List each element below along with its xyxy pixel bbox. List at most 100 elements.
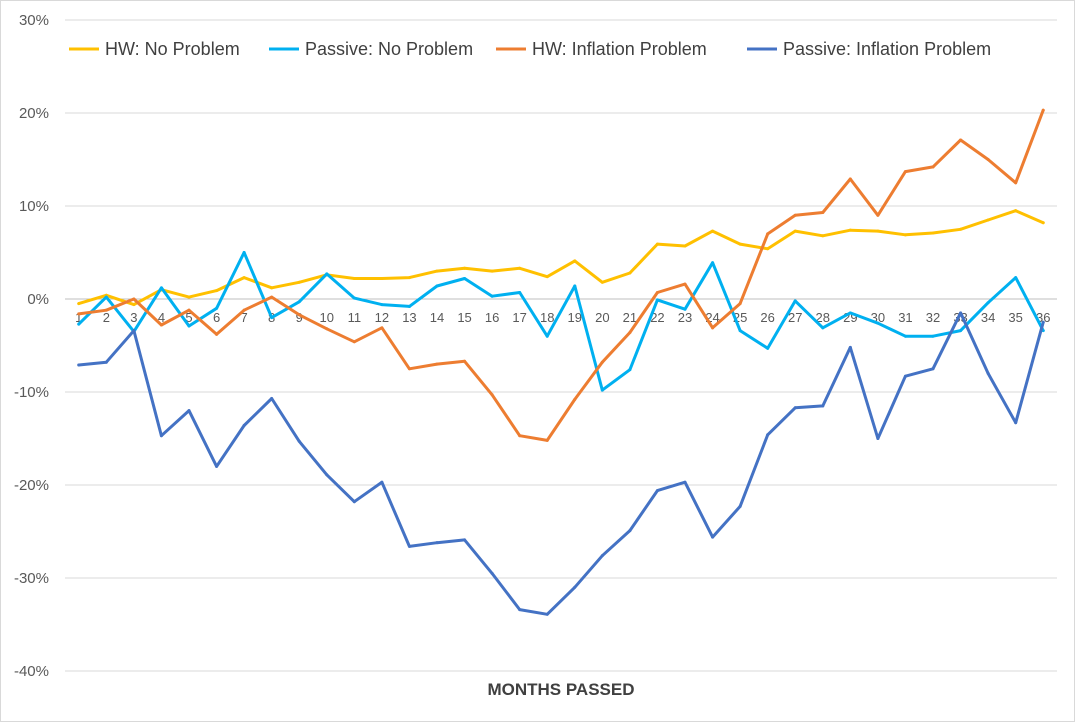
data-point — [545, 612, 549, 616]
data-point — [325, 473, 329, 477]
data-point — [77, 302, 81, 306]
data-point — [683, 480, 687, 484]
x-tick-label: 16 — [485, 310, 499, 325]
data-point — [297, 280, 301, 284]
data-point — [573, 397, 577, 401]
y-tick-label: 20% — [19, 105, 49, 122]
x-tick-label: 3 — [130, 310, 137, 325]
x-tick-label: 21 — [623, 310, 637, 325]
data-point — [463, 538, 467, 542]
x-tick-label: 20 — [595, 310, 609, 325]
data-point — [876, 213, 880, 217]
data-point — [766, 247, 770, 251]
data-point — [711, 229, 715, 233]
data-point — [1014, 276, 1018, 280]
data-point — [77, 312, 81, 316]
data-point — [380, 277, 384, 281]
data-point — [1014, 181, 1018, 185]
data-point — [959, 329, 963, 333]
series-lines — [77, 108, 1045, 616]
y-tick-label: 10% — [19, 198, 49, 215]
x-tick-label: 2 — [103, 310, 110, 325]
data-point — [435, 541, 439, 545]
data-point — [766, 232, 770, 236]
x-axis-ticks: 1234567891011121314151617181920212223242… — [65, 298, 1057, 325]
data-point — [215, 306, 219, 310]
data-point — [518, 266, 522, 270]
data-point — [711, 535, 715, 539]
data-point — [325, 327, 329, 331]
x-tick-label: 10 — [320, 310, 334, 325]
data-point — [600, 360, 604, 364]
data-point — [931, 334, 935, 338]
x-tick-label: 15 — [457, 310, 471, 325]
data-point — [573, 259, 577, 263]
data-point — [931, 165, 935, 169]
x-tick-label: 31 — [898, 310, 912, 325]
data-point — [352, 296, 356, 300]
data-point — [986, 158, 990, 161]
data-point — [490, 393, 494, 397]
data-point — [793, 213, 797, 217]
data-point — [876, 437, 880, 440]
x-tick-label: 6 — [213, 310, 220, 325]
x-tick-label: 4 — [158, 310, 165, 325]
data-point — [242, 251, 246, 254]
data-point — [490, 294, 494, 298]
x-tick-label: 26 — [760, 310, 774, 325]
data-point — [628, 529, 632, 533]
data-point — [490, 571, 494, 575]
series-line-2 — [77, 251, 1045, 392]
x-tick-label: 27 — [788, 310, 802, 325]
data-point — [903, 233, 907, 237]
data-point — [380, 326, 384, 330]
data-point — [518, 290, 522, 294]
x-tick-label: 34 — [981, 310, 995, 325]
data-point — [545, 334, 549, 338]
data-point — [380, 303, 384, 307]
legend: HW: No Problem Passive: No Problem HW: Inf… — [69, 39, 991, 59]
data-point — [490, 269, 494, 273]
data-point — [711, 261, 715, 265]
data-point — [270, 397, 274, 401]
legend-label: HW: Inflation Problem — [532, 39, 707, 59]
data-point — [931, 367, 935, 371]
x-tick-label: 28 — [816, 310, 830, 325]
data-point — [766, 346, 770, 350]
legend-label: HW: No Problem — [105, 39, 240, 59]
data-point — [738, 302, 742, 306]
data-point — [270, 286, 274, 290]
data-point — [793, 406, 797, 410]
data-point — [159, 323, 163, 327]
legend-label: Passive: Inflation Problem — [783, 39, 991, 59]
data-point — [463, 359, 467, 363]
gridlines — [65, 19, 1057, 672]
data-point — [876, 321, 880, 325]
data-point — [1041, 320, 1045, 324]
data-point — [104, 360, 108, 364]
x-tick-label: 13 — [402, 310, 416, 325]
data-point — [959, 138, 963, 142]
data-point — [903, 374, 907, 378]
data-point — [104, 295, 108, 299]
data-point — [435, 269, 439, 273]
x-axis-label: MONTHS PASSED — [487, 680, 634, 699]
data-point — [518, 608, 522, 612]
data-point — [738, 242, 742, 246]
data-point — [683, 282, 687, 286]
data-point — [352, 340, 356, 344]
y-axis-ticks: 30% 20% 10% 0% -10% -20% -30% -40% — [14, 12, 49, 680]
x-tick-label: 9 — [296, 310, 303, 325]
data-point — [903, 170, 907, 174]
data-point — [242, 423, 246, 427]
data-point — [132, 297, 136, 301]
data-point — [628, 271, 632, 275]
data-point — [793, 229, 797, 233]
data-point — [407, 367, 411, 371]
data-point — [352, 500, 356, 504]
x-tick-label: 5 — [185, 310, 192, 325]
data-point — [215, 464, 219, 468]
data-point — [407, 276, 411, 280]
